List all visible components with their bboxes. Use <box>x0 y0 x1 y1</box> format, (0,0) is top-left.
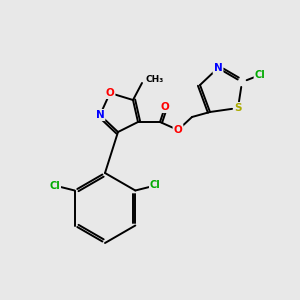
Text: Cl: Cl <box>49 181 60 190</box>
Text: N: N <box>96 110 104 120</box>
Text: N: N <box>214 63 222 73</box>
Text: Cl: Cl <box>150 181 161 190</box>
Text: S: S <box>234 103 242 113</box>
Text: O: O <box>160 102 169 112</box>
Text: O: O <box>174 125 182 135</box>
Text: Cl: Cl <box>255 70 266 80</box>
Text: O: O <box>106 88 114 98</box>
Text: CH₃: CH₃ <box>145 76 163 85</box>
